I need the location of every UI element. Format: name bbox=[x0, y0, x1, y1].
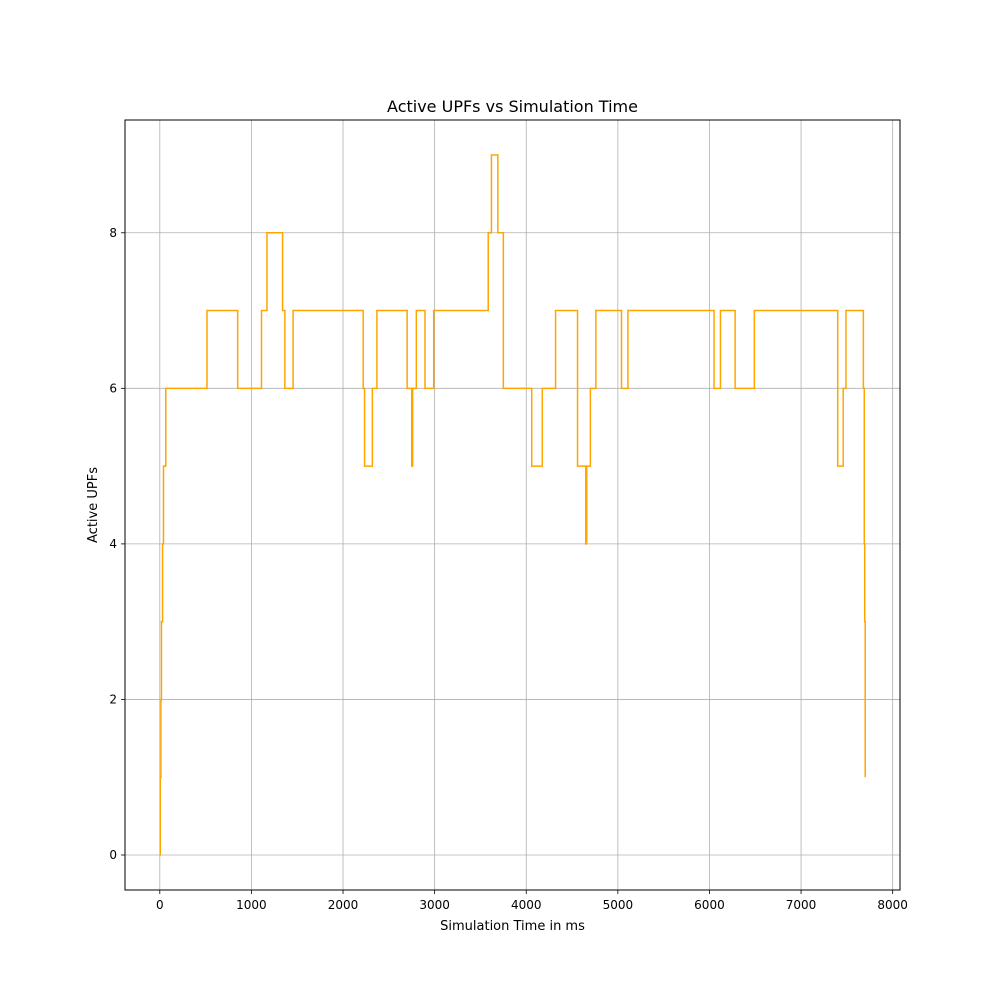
x-tick-label: 8000 bbox=[877, 898, 908, 912]
y-axis-label: Active UPFs bbox=[86, 467, 101, 543]
y-tick-label: 6 bbox=[109, 381, 117, 395]
x-tick-label: 4000 bbox=[511, 898, 542, 912]
plot-area bbox=[159, 154, 866, 856]
grid bbox=[125, 120, 900, 890]
x-tick-label: 6000 bbox=[694, 898, 725, 912]
y-tick-label: 2 bbox=[109, 692, 117, 706]
y-tick-label: 8 bbox=[109, 226, 117, 240]
x-tick-label: 5000 bbox=[603, 898, 634, 912]
x-axis-label: Simulation Time in ms bbox=[440, 919, 585, 934]
x-tick-label: 3000 bbox=[419, 898, 450, 912]
y-tick-label: 4 bbox=[109, 537, 117, 551]
ticks: 0 1000 2000 3000 4000 5000 6000 7000 8000 0 2 4 6 8 bbox=[109, 226, 908, 912]
x-tick-label: 2000 bbox=[328, 898, 359, 912]
x-tick-label: 0 bbox=[156, 898, 164, 912]
x-tick-label: 1000 bbox=[236, 898, 267, 912]
y-tick-label: 0 bbox=[109, 848, 117, 862]
x-tick-label: 7000 bbox=[786, 898, 817, 912]
chart-title: Active UPFs vs Simulation Time bbox=[387, 97, 638, 116]
axes-frame bbox=[124, 119, 901, 891]
series-line bbox=[159, 154, 866, 856]
